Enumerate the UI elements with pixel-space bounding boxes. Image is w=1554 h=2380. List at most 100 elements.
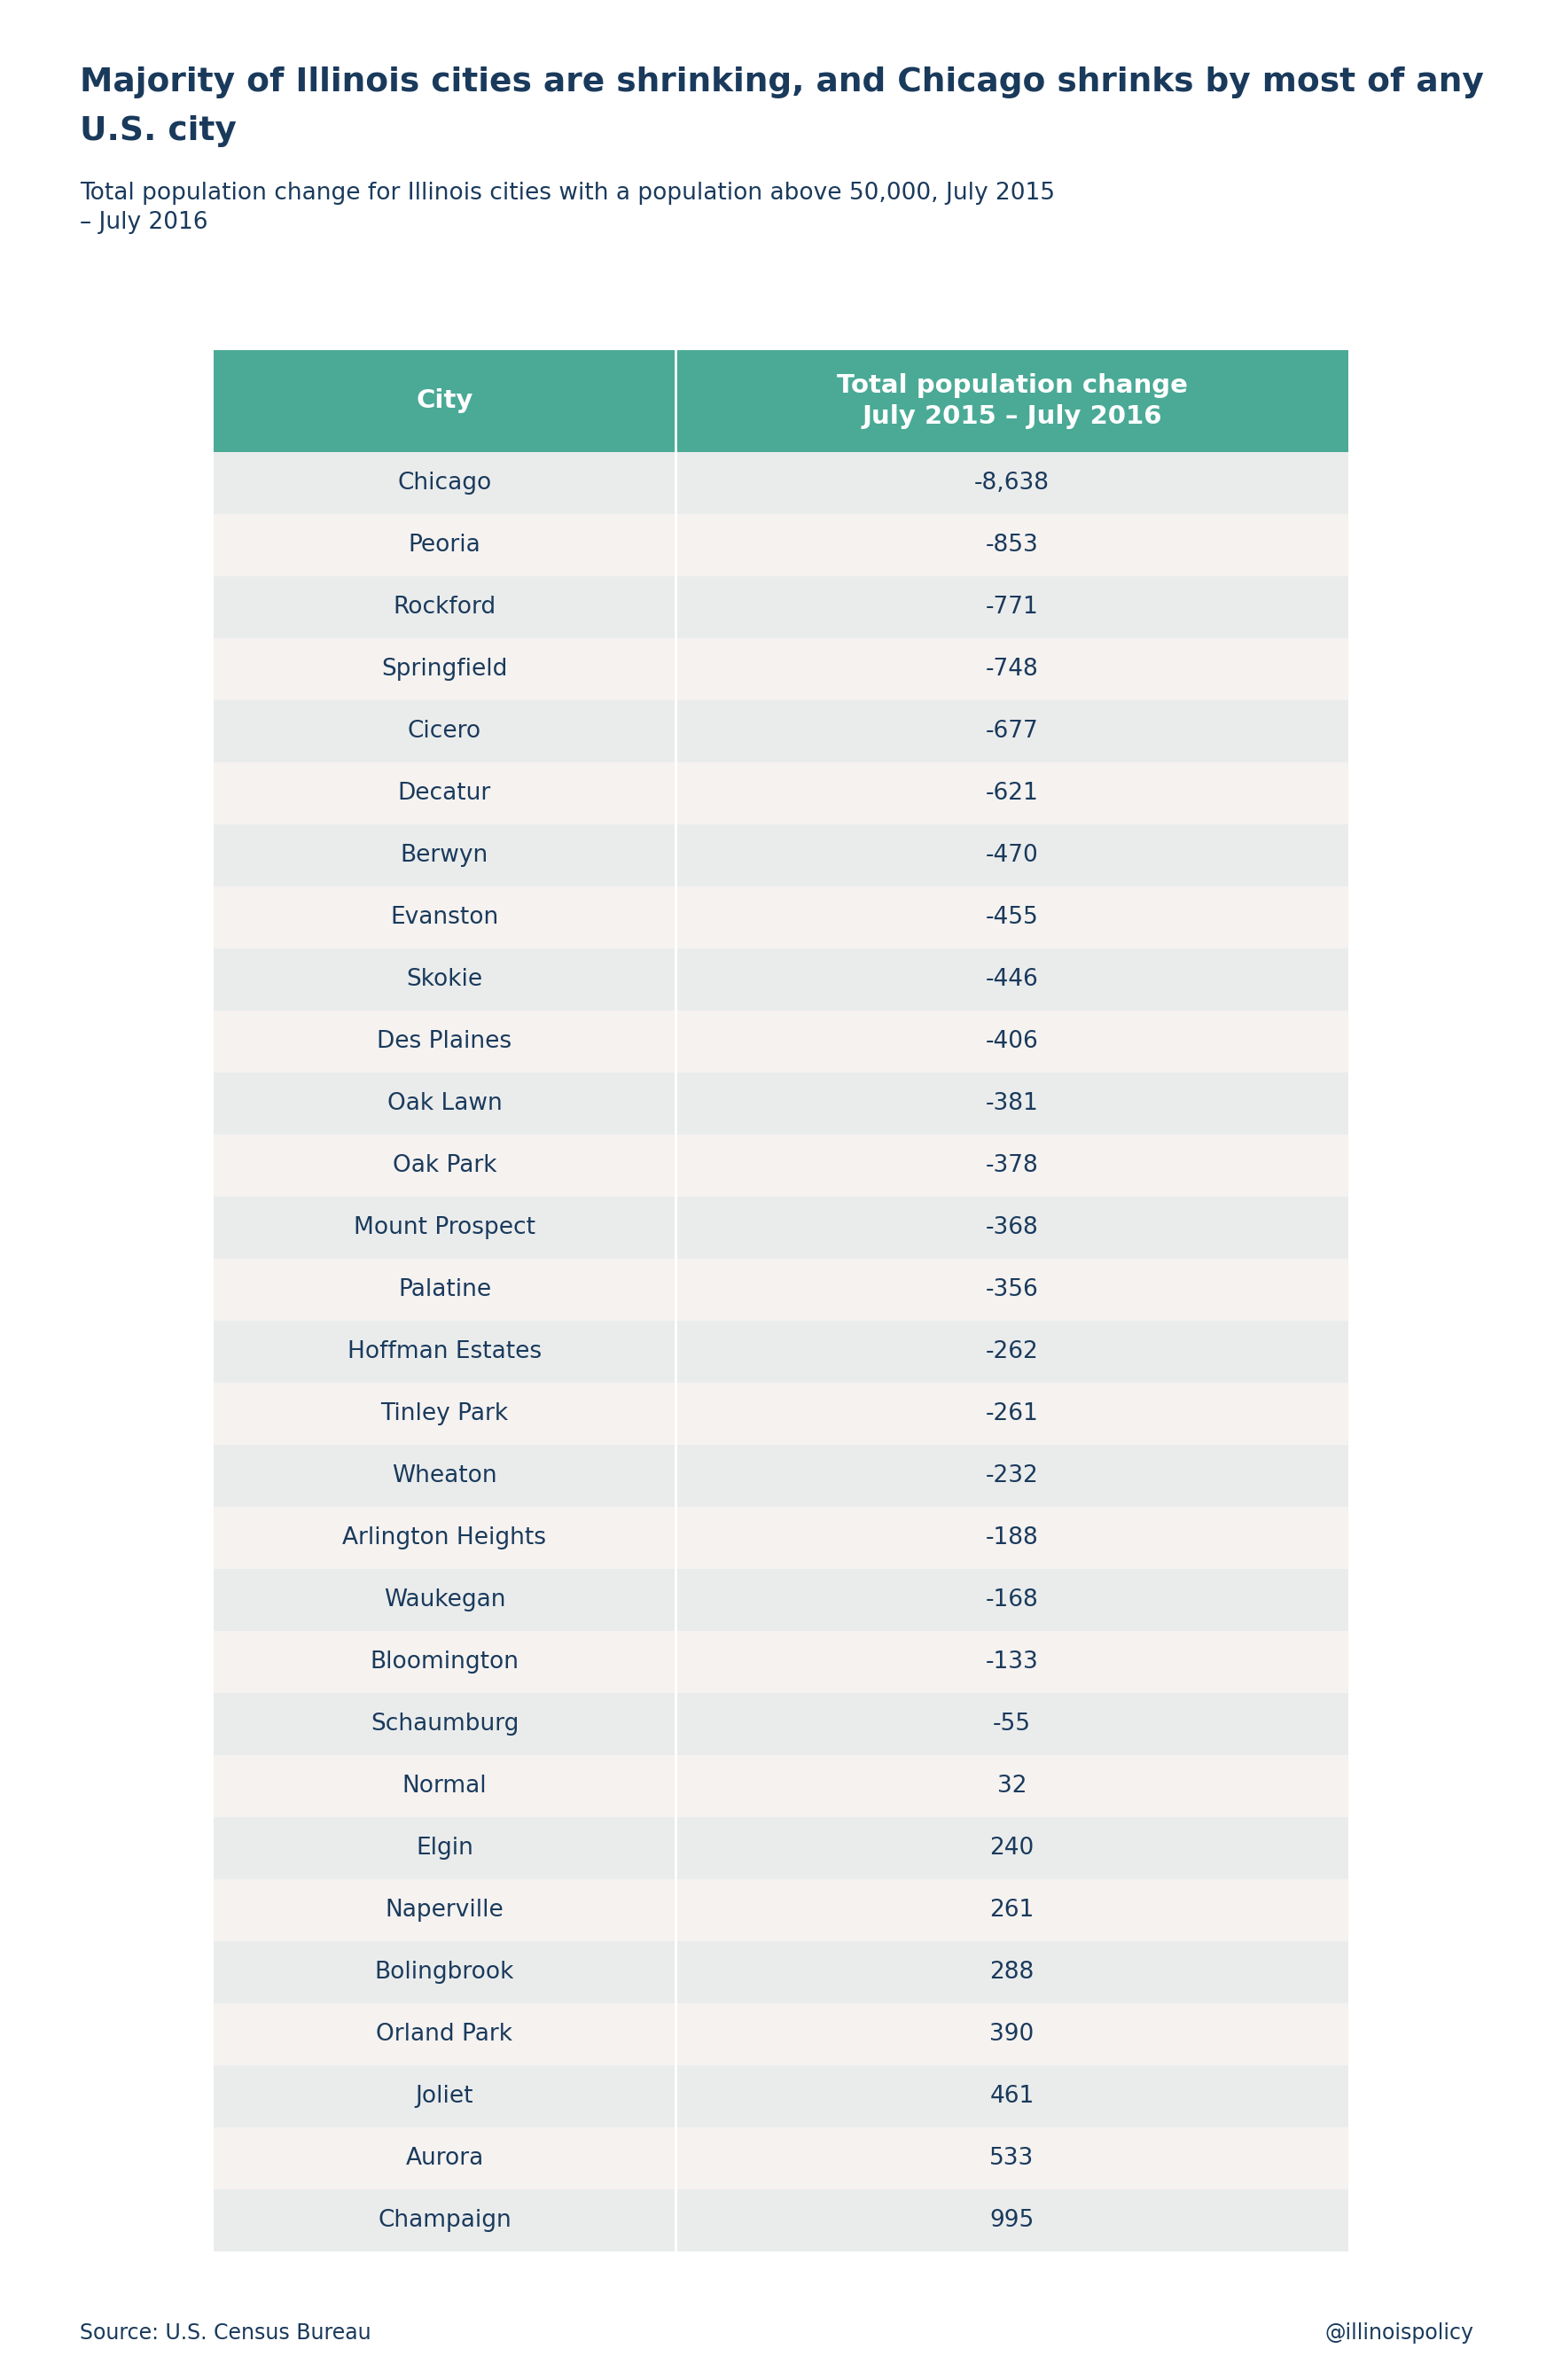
Text: -748: -748 (985, 657, 1038, 681)
FancyBboxPatch shape (676, 1445, 1349, 1507)
Text: Springfield: Springfield (381, 657, 508, 681)
Text: Champaign: Champaign (378, 2209, 511, 2232)
FancyBboxPatch shape (676, 1135, 1349, 1197)
FancyBboxPatch shape (676, 762, 1349, 823)
Text: – July 2016: – July 2016 (79, 212, 208, 233)
Text: 240: 240 (990, 1837, 1035, 1859)
FancyBboxPatch shape (213, 1073, 676, 1135)
Text: -406: -406 (985, 1031, 1038, 1052)
FancyBboxPatch shape (676, 1383, 1349, 1445)
Text: Majority of Illinois cities are shrinking, and Chicago shrinks by most of any: Majority of Illinois cities are shrinkin… (79, 67, 1484, 98)
Text: Hoffman Estates: Hoffman Estates (348, 1340, 542, 1364)
Text: Mount Prospect: Mount Prospect (354, 1216, 536, 1240)
FancyBboxPatch shape (213, 1692, 676, 1754)
FancyBboxPatch shape (213, 350, 676, 452)
Text: -133: -133 (985, 1649, 1038, 1673)
FancyBboxPatch shape (676, 1507, 1349, 1568)
Text: Peoria: Peoria (409, 533, 480, 557)
FancyBboxPatch shape (676, 638, 1349, 700)
FancyBboxPatch shape (213, 1135, 676, 1197)
Text: Evanston: Evanston (390, 907, 499, 928)
FancyBboxPatch shape (676, 2128, 1349, 2190)
Text: Arlington Heights: Arlington Heights (342, 1526, 547, 1549)
FancyBboxPatch shape (676, 1692, 1349, 1754)
FancyBboxPatch shape (676, 823, 1349, 885)
FancyBboxPatch shape (676, 1818, 1349, 1880)
Text: -378: -378 (985, 1154, 1038, 1178)
Text: 261: 261 (990, 1899, 1035, 1921)
FancyBboxPatch shape (213, 1568, 676, 1630)
Text: @illinoispolicy: @illinoispolicy (1326, 2323, 1475, 2344)
Text: Waukegan: Waukegan (384, 1587, 505, 1611)
Text: -455: -455 (985, 907, 1038, 928)
FancyBboxPatch shape (213, 1445, 676, 1507)
FancyBboxPatch shape (213, 762, 676, 823)
Text: Orland Park: Orland Park (376, 2023, 513, 2047)
Text: Rockford: Rockford (393, 595, 496, 619)
FancyBboxPatch shape (213, 1321, 676, 1383)
FancyBboxPatch shape (213, 2004, 676, 2066)
Text: 533: 533 (990, 2147, 1035, 2171)
FancyBboxPatch shape (676, 514, 1349, 576)
FancyBboxPatch shape (213, 1259, 676, 1321)
FancyBboxPatch shape (676, 1568, 1349, 1630)
FancyBboxPatch shape (213, 1012, 676, 1073)
FancyBboxPatch shape (676, 2004, 1349, 2066)
FancyBboxPatch shape (676, 576, 1349, 638)
FancyBboxPatch shape (213, 576, 676, 638)
FancyBboxPatch shape (676, 2190, 1349, 2251)
Text: -356: -356 (985, 1278, 1038, 1302)
Text: -261: -261 (985, 1402, 1038, 1426)
FancyBboxPatch shape (213, 638, 676, 700)
FancyBboxPatch shape (213, 700, 676, 762)
FancyBboxPatch shape (676, 350, 1349, 452)
Text: Total population change for Illinois cities with a population above 50,000, July: Total population change for Illinois cit… (79, 181, 1055, 205)
Text: 32: 32 (998, 1775, 1027, 1797)
Text: -853: -853 (985, 533, 1038, 557)
FancyBboxPatch shape (213, 2066, 676, 2128)
Text: -188: -188 (985, 1526, 1038, 1549)
FancyBboxPatch shape (676, 1197, 1349, 1259)
FancyBboxPatch shape (213, 1630, 676, 1692)
FancyBboxPatch shape (676, 950, 1349, 1012)
Text: Skokie: Skokie (407, 969, 483, 990)
Text: 288: 288 (990, 1961, 1035, 1985)
FancyBboxPatch shape (213, 823, 676, 885)
FancyBboxPatch shape (676, 1321, 1349, 1383)
Text: -168: -168 (985, 1587, 1038, 1611)
FancyBboxPatch shape (676, 1630, 1349, 1692)
Text: Cicero: Cicero (407, 719, 482, 743)
FancyBboxPatch shape (213, 950, 676, 1012)
Text: Total population change
July 2015 – July 2016: Total population change July 2015 – July… (836, 374, 1187, 428)
FancyBboxPatch shape (213, 1754, 676, 1818)
FancyBboxPatch shape (213, 452, 676, 514)
FancyBboxPatch shape (676, 452, 1349, 514)
Text: 995: 995 (990, 2209, 1035, 2232)
Text: Wheaton: Wheaton (392, 1464, 497, 1488)
Text: Elgin: Elgin (416, 1837, 474, 1859)
FancyBboxPatch shape (213, 1818, 676, 1880)
Text: Berwyn: Berwyn (401, 845, 488, 866)
Text: Chicago: Chicago (398, 471, 491, 495)
Text: Normal: Normal (402, 1775, 486, 1797)
Text: 390: 390 (990, 2023, 1035, 2047)
FancyBboxPatch shape (213, 2190, 676, 2251)
Text: -8,638: -8,638 (974, 471, 1049, 495)
Text: Palatine: Palatine (398, 1278, 491, 1302)
Text: -446: -446 (985, 969, 1038, 990)
Text: 461: 461 (990, 2085, 1035, 2109)
Text: Oak Lawn: Oak Lawn (387, 1092, 502, 1116)
Text: -368: -368 (985, 1216, 1038, 1240)
Text: Joliet: Joliet (415, 2085, 474, 2109)
FancyBboxPatch shape (676, 1259, 1349, 1321)
FancyBboxPatch shape (676, 700, 1349, 762)
Text: Oak Park: Oak Park (393, 1154, 497, 1178)
Text: Source: U.S. Census Bureau: Source: U.S. Census Bureau (79, 2323, 371, 2344)
Text: -232: -232 (985, 1464, 1038, 1488)
Text: Naperville: Naperville (385, 1899, 503, 1921)
Text: -381: -381 (985, 1092, 1038, 1116)
Text: -262: -262 (985, 1340, 1038, 1364)
Text: Aurora: Aurora (406, 2147, 483, 2171)
FancyBboxPatch shape (213, 1880, 676, 1942)
Text: -55: -55 (993, 1714, 1030, 1735)
